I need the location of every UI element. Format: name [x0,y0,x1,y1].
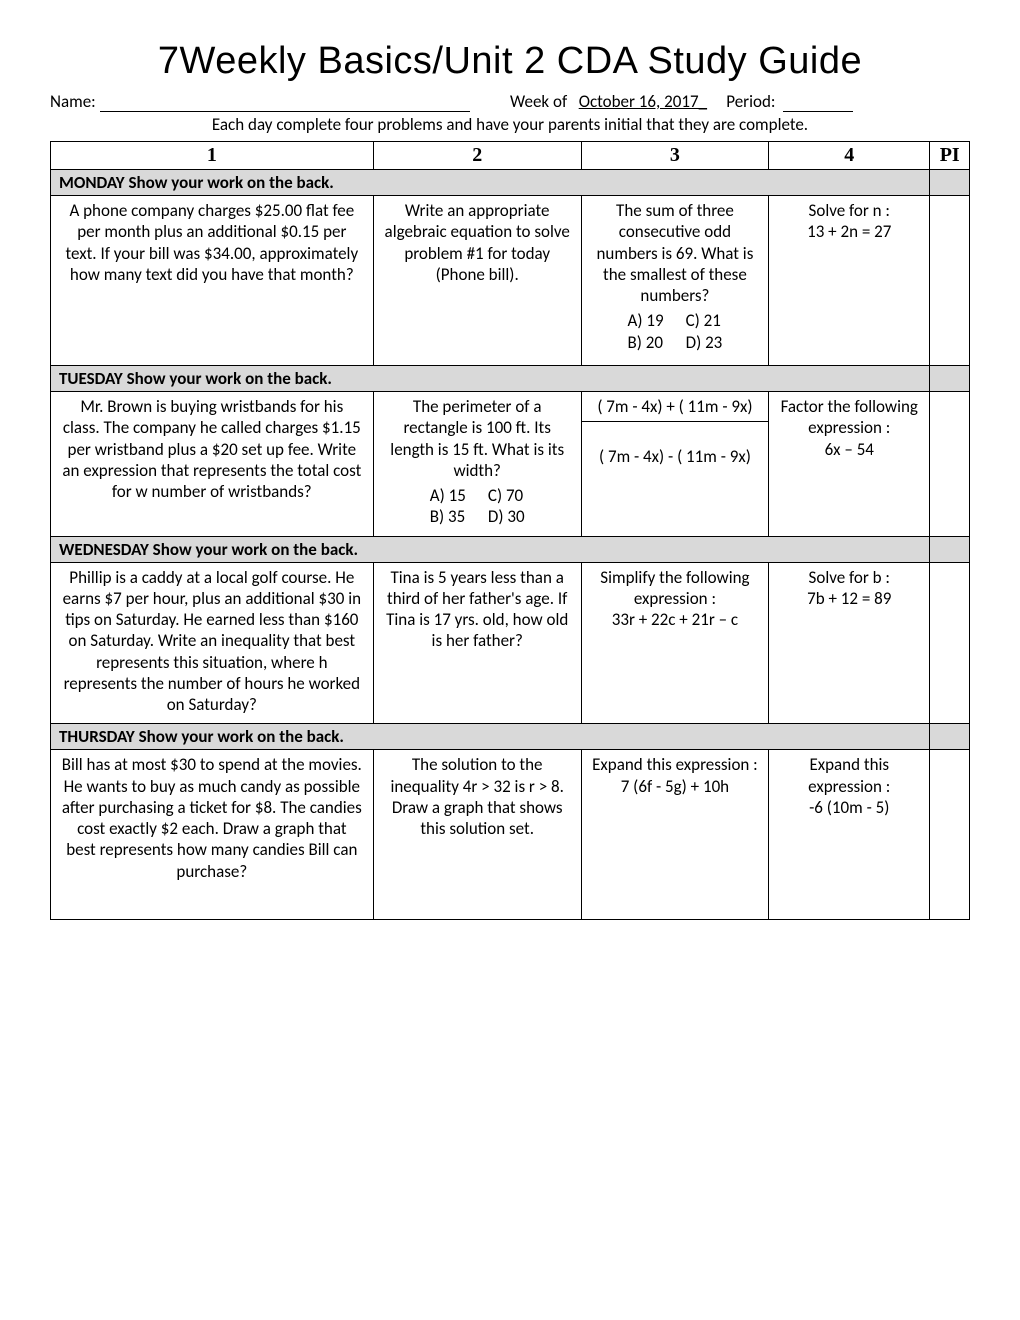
col-4-header: 4 [769,142,930,170]
thursday-p2: The solution to the inequality 4r > 32 i… [373,750,581,920]
tuesday-p3-line2: ( 7m - 4x) - ( 11m - 9x) [592,446,758,467]
thursday-header-row: THURSDAY Show your work on the back. [51,724,970,750]
period-label: Period: [726,91,775,112]
tuesday-row: Mr. Brown is buying wristbands for his c… [51,392,970,537]
monday-header-row: MONDAY Show your work on the back. [51,170,970,196]
monday-p3-d: D) 23 [686,332,723,353]
tuesday-p2-choices: A) 15 B) 35 C) 70 D) 30 [384,485,571,528]
monday-p3: The sum of three consecutive odd numbers… [581,196,768,366]
tuesday-p2-lead: The perimeter of a rectangle is 100 ft. … [384,396,571,481]
monday-p3-choices: A) 19 B) 20 C) 21 D) 23 [592,310,758,353]
column-header-row: 1 2 3 4 PI [51,142,970,170]
thursday-label: THURSDAY Show your work on the back. [51,724,930,750]
instruction-text: Each day complete four problems and have… [50,114,970,135]
wednesday-p2: Tina is 5 years less than a third of her… [373,562,581,724]
wednesday-p1: Phillip is a caddy at a local golf cours… [51,562,374,724]
name-blank [100,93,470,112]
monday-label: MONDAY Show your work on the back. [51,170,930,196]
tuesday-p4: Factor the following expression : 6x – 5… [769,392,930,537]
study-guide-table: 1 2 3 4 PI MONDAY Show your work on the … [50,141,970,920]
col-2-header: 2 [373,142,581,170]
week-label: Week of [510,91,567,112]
monday-p3-b: B) 20 [628,332,664,353]
wednesday-row: Phillip is a caddy at a local golf cours… [51,562,970,724]
tuesday-pi [930,392,970,537]
thursday-p3: Expand this expression : 7 (6f - 5g) + 1… [581,750,768,920]
thursday-p1: Bill has at most $30 to spend at the mov… [51,750,374,920]
header-row: Name: Week of October 16, 2017_ Period: [50,91,970,112]
tuesday-p3: ( 7m - 4x) + ( 11m - 9x) ( 7m - 4x) - ( … [581,392,768,537]
tuesday-pi-header [930,366,970,392]
tuesday-p2-a: A) 15 [430,485,466,506]
tuesday-label: TUESDAY Show your work on the back. [51,366,930,392]
monday-p3-a: A) 19 [628,310,664,331]
tuesday-p2-c: C) 70 [488,485,525,506]
week-field: Week of October 16, 2017_ Period: [510,91,970,112]
monday-pi-header [930,170,970,196]
monday-p1: A phone company charges $25.00 flat fee … [51,196,374,366]
thursday-pi [930,750,970,920]
col-pi-header: PI [930,142,970,170]
name-field: Name: [50,91,510,112]
col-3-header: 3 [581,142,768,170]
monday-row: A phone company charges $25.00 flat fee … [51,196,970,366]
wednesday-label: WEDNESDAY Show your work on the back. [51,536,930,562]
monday-p4: Solve for n : 13 + 2n = 27 [769,196,930,366]
wednesday-p4: Solve for b : 7b + 12 = 89 [769,562,930,724]
tuesday-p2-d: D) 30 [488,506,525,527]
thursday-row: Bill has at most $30 to spend at the mov… [51,750,970,920]
wednesday-pi-header [930,536,970,562]
col-1-header: 1 [51,142,374,170]
monday-pi [930,196,970,366]
tuesday-p2-b: B) 35 [430,506,466,527]
tuesday-header-row: TUESDAY Show your work on the back. [51,366,970,392]
wednesday-header-row: WEDNESDAY Show your work on the back. [51,536,970,562]
wednesday-pi [930,562,970,724]
page-title: 7Weekly Basics/Unit 2 CDA Study Guide [50,40,970,83]
thursday-pi-header [930,724,970,750]
thursday-p4: Expand this expression : -6 (10m - 5) [769,750,930,920]
name-label: Name: [50,91,96,112]
period-blank [783,93,853,112]
tuesday-p3-line1: ( 7m - 4x) + ( 11m - 9x) [582,392,768,422]
week-date: October 16, 2017_ [579,91,707,112]
tuesday-p2: The perimeter of a rectangle is 100 ft. … [373,392,581,537]
monday-p3-lead: The sum of three consecutive odd numbers… [592,200,758,306]
monday-p2: Write an appropriate algebraic equation … [373,196,581,366]
monday-p3-c: C) 21 [686,310,723,331]
wednesday-p3: Simplify the following expression : 33r … [581,562,768,724]
tuesday-p1: Mr. Brown is buying wristbands for his c… [51,392,374,537]
